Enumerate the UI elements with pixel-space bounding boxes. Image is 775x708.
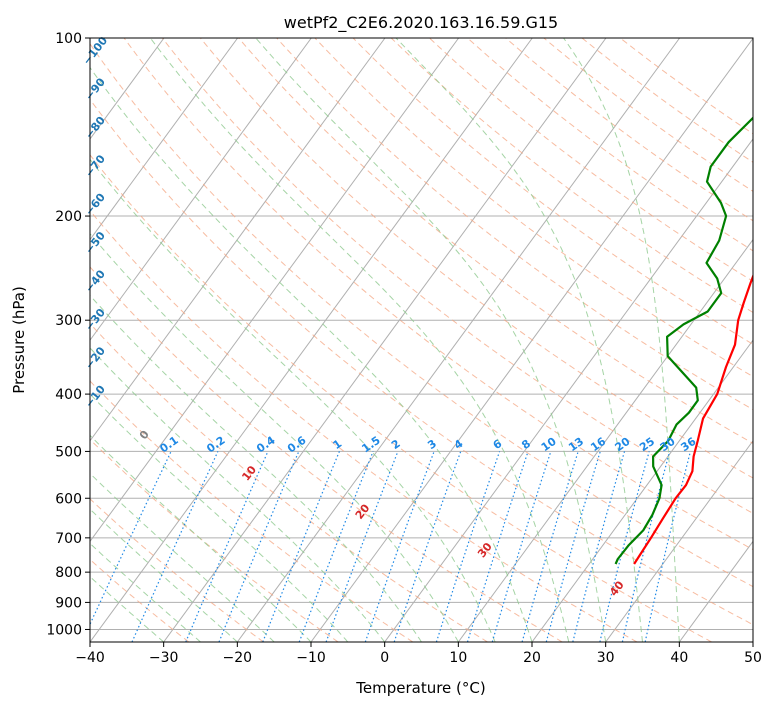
mixing-ratio-line — [521, 451, 579, 642]
y-axis-label: Pressure (hPa) — [10, 286, 28, 394]
x-tick-label: 0 — [380, 650, 389, 666]
plot-area — [90, 38, 753, 642]
x-tick-label: 40 — [670, 650, 688, 666]
isotherm-line — [531, 339, 753, 642]
x-tick-label: −10 — [296, 650, 326, 666]
isotherm-line — [90, 38, 386, 442]
mixing-ratio-line — [298, 451, 374, 642]
mixing-ratio-line — [491, 451, 552, 642]
series-lines — [614, 116, 753, 565]
dry-adiabat-line — [90, 98, 753, 626]
mixing-ratio-line — [572, 451, 626, 642]
x-tick-label: 10 — [449, 650, 467, 666]
dry-adiabat-line — [238, 38, 753, 445]
dry-adiabat-line — [123, 38, 753, 551]
mixing-ratio-line — [435, 451, 501, 642]
dry-adiabat-line — [314, 38, 753, 378]
dry-adiabat-line — [276, 38, 753, 411]
moist-adiabat-line — [90, 393, 349, 642]
isotherm-line — [236, 38, 681, 642]
moist-adiabat-line — [149, 38, 570, 642]
mixing-ratio-line — [466, 451, 529, 642]
axes — [89, 37, 754, 643]
mixing-ratio-line — [218, 451, 300, 642]
y-tick-label: 900 — [55, 595, 82, 611]
mixing-ratio-lines — [90, 451, 692, 642]
y-axis-ticks: 100 200 300 400 500 600 700 800 900 1000 — [46, 31, 90, 638]
mixing-ratio-line — [545, 451, 601, 642]
mixing-ratio-line — [364, 451, 435, 642]
moist-adiabat-line — [90, 66, 533, 642]
y-tick-label: 400 — [55, 387, 82, 403]
series-1-line — [633, 273, 753, 565]
dry-adiabat-line — [90, 42, 753, 588]
mixing-ratio-line — [131, 451, 219, 642]
x-tick-label: −40 — [75, 650, 105, 666]
x-tick-label: 30 — [597, 650, 615, 666]
dry-adiabat-line — [161, 38, 753, 514]
dry-adiabat-line — [90, 380, 414, 642]
y-tick-label: 100 — [55, 31, 82, 47]
x-axis-label: Temperature (°C) — [355, 679, 485, 697]
x-tick-label: 50 — [744, 650, 762, 666]
moist-adiabat-line — [90, 434, 312, 642]
moist-adiabats — [90, 38, 680, 642]
isotherm-line — [163, 38, 607, 642]
moist-adiabat-line — [90, 158, 496, 642]
mixing-ratio-line — [262, 451, 340, 642]
x-axis-ticks: −40 −30 −20 −10 0 10 20 30 40 50 — [75, 642, 762, 666]
dry-adiabat-line — [90, 154, 712, 642]
y-tick-label: 1000 — [46, 622, 82, 638]
plot-background — [90, 38, 753, 642]
x-tick-label: −20 — [223, 650, 253, 666]
moist-adiabat-line — [255, 38, 607, 642]
isotherm-line — [384, 138, 753, 642]
plot-frame — [89, 37, 754, 643]
mixing-ratio-line — [599, 451, 650, 642]
x-tick-label: −30 — [149, 650, 179, 666]
mixing-ratio-line — [325, 451, 399, 642]
pressure-grid — [90, 38, 753, 630]
y-tick-label: 600 — [55, 491, 82, 507]
y-tick-label: 500 — [55, 444, 82, 460]
isotherm-line — [457, 238, 753, 642]
isotherm-line — [90, 38, 533, 642]
y-tick-label: 800 — [55, 565, 82, 581]
dry-adiabat-line — [90, 209, 638, 642]
chart-title: wetPf2_C2E6.2020.163.16.59.G15 — [284, 13, 558, 33]
series-2-line — [614, 116, 753, 565]
moist-adiabat-line — [395, 38, 643, 642]
x-tick-label: 20 — [523, 650, 541, 666]
moist-adiabat-line — [90, 294, 422, 642]
mixing-ratio-line — [621, 451, 671, 642]
isotherm-line — [752, 641, 753, 642]
moist-adiabat-line — [90, 576, 165, 642]
y-tick-label: 700 — [55, 531, 82, 547]
isotherm-line — [605, 439, 753, 642]
isotherm-line — [90, 38, 239, 241]
moist-adiabat-line — [563, 38, 680, 642]
mixing-ratio-line — [185, 451, 269, 642]
moist-adiabat-line — [90, 347, 386, 642]
dry-adiabat-line — [90, 266, 563, 642]
moist-adiabat-line — [90, 232, 459, 642]
y-tick-label: 200 — [55, 209, 82, 225]
y-tick-label: 300 — [55, 313, 82, 329]
mixing-ratio-line — [393, 451, 462, 642]
dry-adiabat-line — [352, 38, 753, 345]
